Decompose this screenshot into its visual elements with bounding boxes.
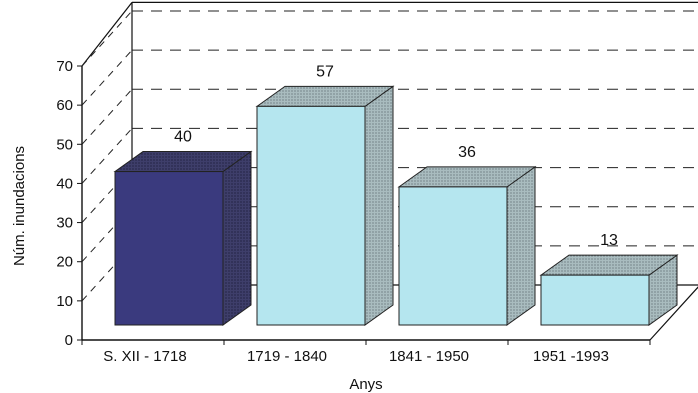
data-label: 57: [316, 63, 334, 80]
left-wall-top-edge: [81, 2, 133, 67]
bar-side: [364, 85, 394, 326]
data-labels: 40 57 36 13: [174, 63, 618, 249]
bar: [397, 165, 537, 326]
bar: [255, 85, 395, 326]
bar: [539, 254, 679, 326]
x-tick-label: 1951 -1993: [533, 348, 609, 365]
data-label: 13: [600, 232, 618, 249]
y-tick-label: 20: [56, 254, 73, 271]
y-tick-label: 70: [56, 58, 73, 75]
x-axis-labels: S. XII - 1718 1719 - 1840 1841 - 1950 1951 …: [81, 340, 651, 365]
gridline-side: [81, 88, 133, 145]
x-tick-label: 1841 - 1950: [389, 348, 469, 365]
y-tick-label: 0: [65, 332, 73, 349]
y-axis-ticks: 0 10 20 30 40 50 60 70: [56, 58, 82, 349]
gridline-side: [81, 10, 133, 67]
bar-front: [256, 105, 366, 326]
floor-right-edge: [649, 286, 698, 341]
bar-side: [222, 150, 252, 326]
gridline-side: [81, 49, 133, 106]
x-tick-label: 1719 - 1840: [247, 348, 327, 365]
y-tick-label: 40: [56, 175, 73, 192]
data-label: 36: [458, 144, 476, 161]
bar-side: [506, 165, 536, 326]
y-tick-label: 60: [56, 97, 73, 114]
y-axis-title: Núm. inundacions: [11, 146, 28, 266]
y-tick-label: 50: [56, 136, 73, 153]
bar: [113, 150, 253, 326]
data-label: 40: [174, 129, 192, 146]
bar-front: [540, 274, 650, 326]
x-tick-label: S. XII - 1718: [103, 348, 186, 365]
y-tick-label: 30: [56, 215, 73, 232]
bar-front: [398, 186, 508, 326]
bar-front: [114, 171, 224, 326]
x-axis-title: Anys: [349, 376, 382, 393]
y-tick-label: 10: [56, 293, 73, 310]
bars: [113, 85, 679, 326]
